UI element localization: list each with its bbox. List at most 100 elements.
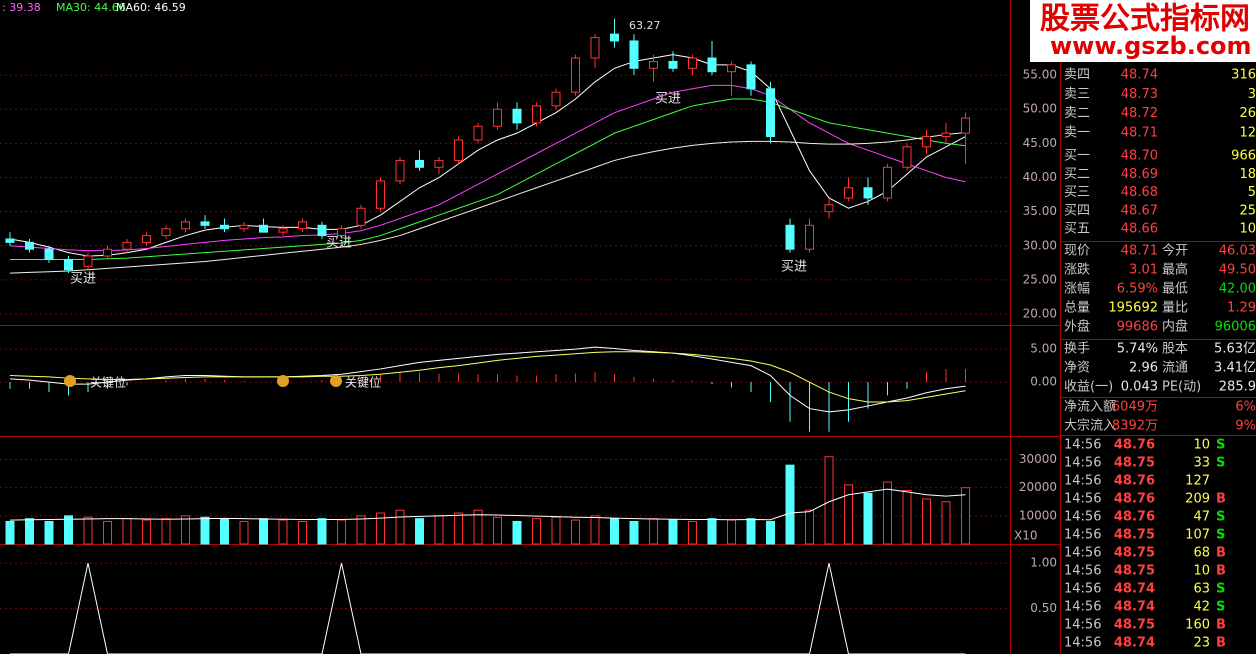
candle-body — [337, 228, 346, 237]
key-icon — [277, 375, 289, 387]
book-qty: 5 — [1248, 185, 1256, 200]
candle-body — [200, 221, 210, 226]
candle-body — [571, 57, 580, 93]
volume-bar — [785, 464, 795, 545]
y-tick-label: 1.00 — [1030, 556, 1057, 570]
quote-value: 3.41亿 — [1214, 361, 1256, 376]
candle-body — [298, 221, 307, 230]
quote-value: 8392万 — [1112, 419, 1158, 434]
candle-body — [844, 187, 853, 199]
trade-price: 48.74 — [1114, 600, 1155, 615]
quote-value: 3.01 — [1129, 263, 1158, 278]
y-tick-label: 35.00 — [1023, 204, 1057, 218]
quote-label: 大宗流入 — [1064, 418, 1116, 434]
volume-bar — [415, 518, 424, 545]
candle-body — [161, 228, 171, 237]
trade-qty: 33 — [1193, 456, 1210, 471]
volume-bar — [220, 518, 229, 545]
candle-body — [629, 40, 639, 69]
trade-side: S — [1216, 528, 1225, 543]
peak-label: 63.27 — [629, 19, 661, 32]
volume-ma-line — [9, 488, 966, 521]
trade-side: B — [1216, 618, 1226, 633]
y-tick-label: 25.00 — [1023, 272, 1057, 286]
trade-time: 14:56 — [1064, 600, 1101, 615]
book-price: 48.70 — [1121, 149, 1158, 164]
candle-body — [376, 180, 385, 209]
trade-price: 48.75 — [1114, 456, 1155, 471]
candle-body — [590, 37, 600, 59]
trade-qty: 47 — [1193, 510, 1210, 525]
trade-qty: 10 — [1193, 438, 1210, 453]
volume-bar — [278, 519, 288, 545]
candle-body — [44, 248, 54, 260]
volume-bar — [298, 520, 307, 545]
quote-value: 2.96 — [1129, 361, 1158, 376]
book-label: 买三 — [1064, 185, 1090, 200]
candle-body — [668, 60, 678, 69]
candle-body — [824, 204, 834, 213]
candle-body — [317, 224, 327, 237]
quote-label: 现价 — [1064, 244, 1090, 259]
macd-line — [9, 351, 966, 403]
volume-bar — [473, 509, 483, 545]
trade-side: S — [1216, 582, 1225, 597]
quote-label: 换手 — [1064, 342, 1090, 357]
candle-body — [746, 64, 756, 90]
quote-value: 1.29 — [1227, 301, 1256, 316]
trade-qty: 10 — [1193, 564, 1210, 579]
quote-label: 最高 — [1162, 262, 1188, 278]
trade-time: 14:56 — [1064, 564, 1101, 579]
buy-signal: 买进 — [326, 236, 352, 251]
candle-body — [551, 91, 561, 107]
ma-line — [9, 84, 966, 252]
buy-signal: 买进 — [781, 260, 807, 275]
quote-label: 涨跌 — [1064, 262, 1090, 278]
quote-label: 净资 — [1064, 361, 1090, 376]
volume-bar — [805, 509, 814, 545]
volume-bar — [668, 519, 678, 545]
quote-label: 外盘 — [1064, 319, 1090, 335]
y-tick-label: 40.00 — [1023, 170, 1057, 184]
trade-time: 14:56 — [1064, 510, 1101, 525]
volume-bar — [376, 512, 385, 545]
ma-line — [9, 132, 966, 274]
macd-line — [9, 346, 966, 413]
quote-value: 5.63亿 — [1214, 342, 1256, 357]
volume-bar — [161, 518, 171, 545]
volume-bar — [512, 520, 522, 545]
volume-bar — [922, 498, 931, 545]
book-qty: 10 — [1239, 222, 1256, 237]
trade-time: 14:56 — [1064, 474, 1101, 489]
ma-label: MA30: 44.66 — [56, 1, 126, 14]
candle-body — [239, 224, 249, 230]
quote-value: 42.00 — [1219, 282, 1256, 297]
volume-bar — [25, 518, 34, 545]
trade-side: S — [1216, 600, 1225, 615]
candle-body — [356, 207, 366, 226]
candle-body — [278, 228, 288, 233]
quote-label: 收益(一) — [1064, 380, 1113, 395]
quote-label: 流通 — [1162, 361, 1188, 376]
trade-time: 14:56 — [1064, 636, 1101, 651]
book-label: 买五 — [1064, 222, 1090, 237]
plot-layer — [0, 18, 1010, 654]
quote-label: 涨幅 — [1064, 282, 1090, 297]
trade-price: 48.75 — [1114, 564, 1155, 579]
candle-body — [259, 224, 268, 233]
trade-qty: 107 — [1185, 528, 1210, 543]
candle-body — [454, 139, 463, 161]
volume-bar — [649, 518, 658, 545]
trade-side: B — [1216, 636, 1226, 651]
volume-bar — [746, 518, 756, 545]
trade-price: 48.75 — [1114, 618, 1155, 633]
quote-value: 9% — [1235, 419, 1256, 434]
trade-price: 48.76 — [1114, 510, 1155, 525]
candle-body — [5, 238, 15, 243]
key-level: 关键位 — [345, 375, 381, 390]
book-qty: 12 — [1239, 125, 1256, 140]
y-tick-label: 30000 — [1019, 452, 1057, 466]
trade-time: 14:56 — [1064, 582, 1101, 597]
volume-bar — [434, 515, 444, 545]
